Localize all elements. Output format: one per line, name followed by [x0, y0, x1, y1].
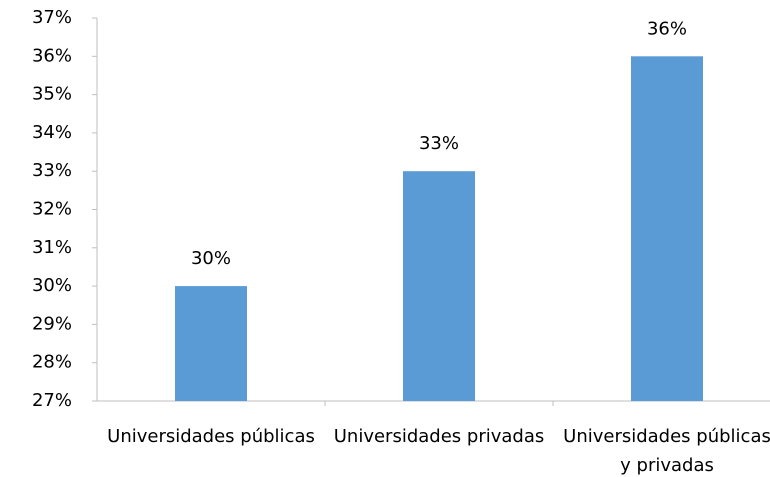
y-tick-label: 32% — [32, 199, 72, 220]
x-tick-label: Universidades privadas — [333, 426, 545, 447]
x-tick-label: Universidades públicas y privadas — [563, 426, 770, 476]
x-tick-label: Universidades públicas — [107, 426, 315, 447]
y-tick-label: 31% — [32, 237, 72, 258]
y-tick-label: 37% — [32, 7, 72, 28]
y-tick-label: 35% — [32, 84, 72, 105]
y-tick-label: 29% — [32, 313, 72, 334]
bar — [631, 56, 703, 402]
y-tick-label: 28% — [32, 352, 72, 373]
bar — [175, 286, 247, 401]
data-label: 36% — [647, 18, 687, 39]
y-tick-label: 30% — [32, 275, 72, 296]
data-label: 30% — [191, 248, 231, 269]
y-tick-label: 27% — [32, 390, 72, 411]
data-label: 33% — [419, 133, 459, 154]
bar — [403, 171, 475, 401]
y-tick-label: 36% — [32, 45, 72, 66]
y-tick-label: 34% — [32, 122, 72, 143]
y-tick-label: 33% — [32, 160, 72, 181]
